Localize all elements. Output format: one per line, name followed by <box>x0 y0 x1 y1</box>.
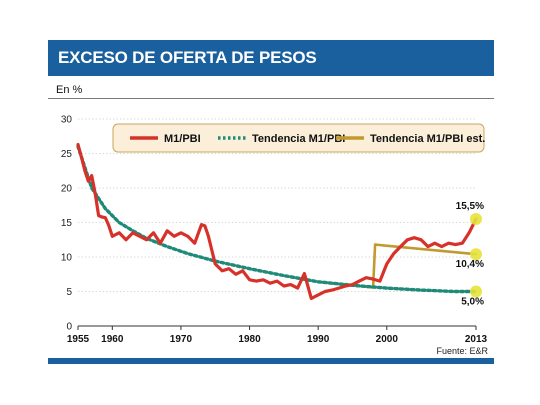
annotation-marker <box>470 248 482 261</box>
annotation-markers: 15,5% 10,4% 5,0% <box>456 201 484 307</box>
annotation-marker <box>470 213 482 226</box>
chart-title: EXCESO DE OFERTA DE PESOS <box>48 40 494 76</box>
legend: M1/PBI Tendencia M1/PBI Tendencia M1/PBI… <box>112 123 485 153</box>
legend-label-est: Tendencia M1/PBI est. <box>370 133 485 145</box>
x-tick-label: 1960 <box>101 334 124 345</box>
y-tick-label: 30 <box>61 115 73 126</box>
x-tick-label: 1970 <box>170 334 193 345</box>
y-tick-label: 20 <box>61 184 73 195</box>
annotation-label: 15,5% <box>456 201 484 212</box>
x-tick-label: 1990 <box>307 334 330 345</box>
annotation-marker <box>470 285 482 298</box>
legend-label-m1: M1/PBI <box>164 133 201 145</box>
series-m1-line <box>76 142 478 300</box>
y-tick-label: 5 <box>66 287 72 298</box>
series-group <box>76 142 478 300</box>
y-tick-label: 0 <box>66 322 72 333</box>
y-tick-label: 10 <box>61 253 73 264</box>
annotation-label: 5,0% <box>461 297 484 308</box>
legend-box <box>112 123 485 153</box>
x-tick-label: 2000 <box>376 334 399 345</box>
y-axis-ticks: 0 5 10 15 20 25 30 <box>61 115 73 333</box>
unit-label: En % <box>56 84 83 96</box>
annotation-label: 10,4% <box>456 259 484 270</box>
footer-bar <box>48 358 494 364</box>
x-tick-label: 1955 <box>67 334 90 345</box>
x-tick-label: 2013 <box>465 334 488 345</box>
y-tick-label: 15 <box>61 218 73 229</box>
grid <box>78 118 476 327</box>
series-trend-line <box>76 144 478 294</box>
divider <box>48 98 494 99</box>
legend-label-trend: Tendencia M1/PBI <box>252 133 345 145</box>
y-tick-label: 25 <box>61 149 73 160</box>
x-axis-ticks: 1955 1960 1970 1980 1990 2000 2013 <box>67 326 488 345</box>
source-label: Fuente: E&R <box>436 346 488 356</box>
x-tick-label: 1980 <box>238 334 261 345</box>
